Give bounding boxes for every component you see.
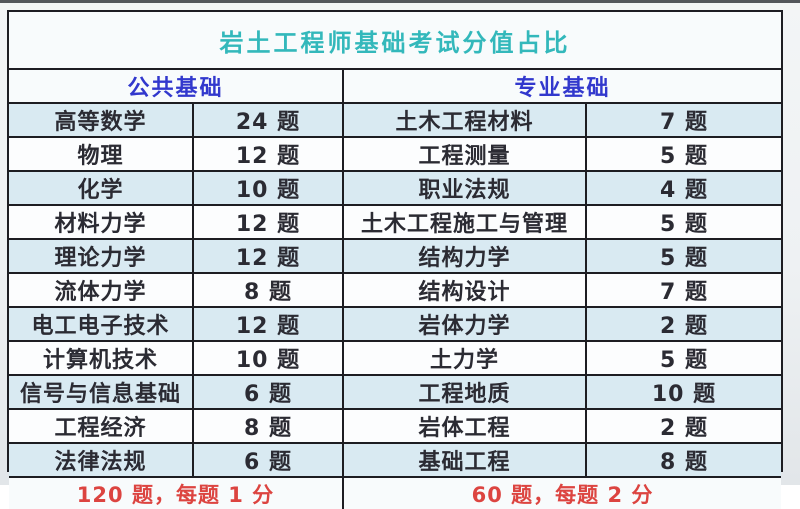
subject-cell: 工程经济 xyxy=(9,410,194,442)
header-row: 公共基础 专业基础 xyxy=(9,68,781,102)
count-cell: 4 题 xyxy=(660,178,708,203)
count-cell: 12 题 xyxy=(194,138,344,170)
public-total-label: 120 题，每题 1 分 xyxy=(9,478,344,509)
count-cell: 5 题 xyxy=(660,348,708,373)
subject-cell: 土木工程施工与管理 xyxy=(344,206,587,238)
count-cell: 8 题 xyxy=(660,450,708,475)
subject-cell: 岩体力学 xyxy=(344,308,587,340)
professional-total-label: 60 题，每题 2 分 xyxy=(471,482,654,507)
subject-cell: 材料力学 xyxy=(9,206,194,238)
count-cell: 5 题 xyxy=(660,212,708,237)
subject-cell: 物理 xyxy=(9,138,194,170)
count-cell: 5 题 xyxy=(660,246,708,271)
count-cell: 10 题 xyxy=(194,342,344,374)
table-row: 工程经济 8 题岩体工程 2 题 xyxy=(9,408,781,442)
data-rows: 高等数学 24 题土木工程材料 7 题物理 12 题工程测量 5 题化学 10 题职业法规… xyxy=(9,102,781,476)
table-row: 理论力学 12 题结构力学 5 题 xyxy=(9,238,781,272)
count-cell: 7 题 xyxy=(660,280,708,305)
subject-cell: 结构设计 xyxy=(344,274,587,306)
subject-cell: 计算机技术 xyxy=(9,342,194,374)
count-cell: 12 题 xyxy=(194,206,344,238)
table-row: 法律法规 6 题基础工程 8 题 xyxy=(9,442,781,476)
subject-cell: 基础工程 xyxy=(344,444,587,476)
count-cell: 10 题 xyxy=(651,382,717,407)
count-cell: 6 题 xyxy=(194,444,344,476)
subject-cell: 职业法规 xyxy=(344,172,587,204)
count-cell: 24 题 xyxy=(194,104,344,136)
table-row: 电工电子技术 12 题岩体力学 2 题 xyxy=(9,306,781,340)
table-row: 化学 10 题职业法规 4 题 xyxy=(9,170,781,204)
section-header-public-basics: 公共基础 xyxy=(9,70,344,102)
table-row: 物理 12 题工程测量 5 题 xyxy=(9,136,781,170)
count-cell: 10 题 xyxy=(194,172,344,204)
table-row: 材料力学 12 题土木工程施工与管理 5 题 xyxy=(9,204,781,238)
title-row: 岩土工程师基础考试分值占比 xyxy=(9,12,781,68)
count-cell: 2 题 xyxy=(660,314,708,339)
subject-cell: 法律法规 xyxy=(9,444,194,476)
subject-cell: 流体力学 xyxy=(9,274,194,306)
count-cell: 12 题 xyxy=(194,308,344,340)
subject-cell: 岩体工程 xyxy=(344,410,587,442)
count-cell: 6 题 xyxy=(194,376,344,408)
subject-cell: 工程地质 xyxy=(344,376,587,408)
subject-cell: 化学 xyxy=(9,172,194,204)
score-distribution-table: 岩土工程师基础考试分值占比 公共基础 专业基础 高等数学 24 题土木工程材料 7 … xyxy=(7,10,783,509)
count-cell: 8 题 xyxy=(194,410,344,442)
count-cell: 8 题 xyxy=(194,274,344,306)
subject-cell: 信号与信息基础 xyxy=(9,376,194,408)
photo-top-edge xyxy=(0,0,800,3)
count-cell: 5 题 xyxy=(660,144,708,169)
count-cell: 12 题 xyxy=(194,240,344,272)
section-header-professional-basics: 专业基础 xyxy=(514,76,611,101)
table-row: 信号与信息基础 6 题工程地质 10 题 xyxy=(9,374,781,408)
subject-cell: 结构力学 xyxy=(344,240,587,272)
subject-cell: 土力学 xyxy=(344,342,587,374)
subject-cell: 电工电子技术 xyxy=(9,308,194,340)
table-row: 高等数学 24 题土木工程材料 7 题 xyxy=(9,102,781,136)
table-row: 计算机技术 10 题土力学 5 题 xyxy=(9,340,781,374)
count-cell: 2 题 xyxy=(660,416,708,441)
table-row: 流体力学 8 题结构设计 7 题 xyxy=(9,272,781,306)
subject-cell: 高等数学 xyxy=(9,104,194,136)
count-cell: 7 题 xyxy=(660,110,708,135)
subject-cell: 理论力学 xyxy=(9,240,194,272)
page-title: 岩土工程师基础考试分值占比 xyxy=(219,28,571,57)
footer-row: 120 题，每题 1 分 60 题，每题 2 分 xyxy=(9,476,781,509)
subject-cell: 土木工程材料 xyxy=(344,104,587,136)
subject-cell: 工程测量 xyxy=(344,138,587,170)
